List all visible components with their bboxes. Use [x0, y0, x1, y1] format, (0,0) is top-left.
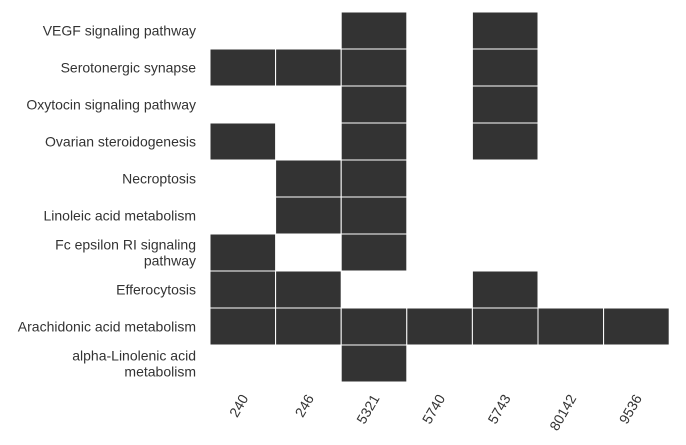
heatmap-cell-necroptosis-246 — [275, 159, 342, 198]
row-label-alpha-linolenic-acid-metabolism: alpha-Linolenic acid metabolism — [72, 348, 196, 380]
column-labels: 240 246 5321 5740 5743 80142 9536 — [226, 391, 645, 433]
heatmap-cell-arachidonic-acid-metabolism-5740 — [406, 307, 473, 346]
heatmap-cell-serotonergic-synapse-246 — [275, 48, 342, 87]
heatmap-cell-linoleic-acid-metabolism-246 — [275, 196, 342, 235]
heatmap-cell-efferocytosis-5743 — [471, 270, 539, 309]
heatmap-cell-fc-epsilon-ri-signaling-pathway-240 — [209, 233, 277, 272]
heatmap-cell-arachidonic-acid-metabolism-9536 — [603, 307, 670, 346]
heatmap-cell-ovarian-steroidogenesis-240 — [209, 122, 277, 161]
x-tick-label-240: 240 — [226, 391, 252, 419]
x-tick-label-9536: 9536 — [616, 391, 646, 426]
row-label-linoleic-acid-metabolism: Linoleic acid metabolism — [43, 208, 196, 224]
row-labels: VEGF signaling pathway Serotonergic synap… — [18, 23, 196, 380]
heatmap-cell-arachidonic-acid-metabolism-80142 — [537, 307, 605, 346]
heatmap-cell-efferocytosis-246 — [275, 270, 342, 309]
heatmap-cell-efferocytosis-240 — [209, 270, 277, 309]
row-label-fc-epsilon-ri-signaling-pathway: Fc epsilon RI signaling pathway — [55, 237, 196, 269]
heatmap-cell-fc-epsilon-ri-signaling-pathway-5321 — [340, 233, 408, 272]
heatmap-cell-serotonergic-synapse-240 — [209, 48, 277, 87]
heatmap-cell-arachidonic-acid-metabolism-5321 — [340, 307, 408, 346]
row-label-efferocytosis: Efferocytosis — [116, 282, 196, 298]
row-label-ovarian-steroidogenesis: Ovarian steroidogenesis — [45, 134, 196, 150]
heatmap-cell-ovarian-steroidogenesis-5321 — [340, 122, 408, 161]
heatmap-cell-necroptosis-5321 — [340, 159, 408, 198]
heatmap-cell-arachidonic-acid-metabolism-5743 — [471, 307, 539, 346]
heatmap-cell-vegf-signaling-pathway-5321 — [340, 11, 408, 50]
row-label-oxytocin-signaling-pathway: Oxytocin signaling pathway — [26, 97, 196, 113]
row-label-vegf-signaling-pathway: VEGF signaling pathway — [43, 23, 196, 39]
heatmap-cell-arachidonic-acid-metabolism-240 — [209, 307, 277, 346]
x-tick-label-5321: 5321 — [353, 391, 383, 426]
row-label-serotonergic-synapse: Serotonergic synapse — [61, 60, 197, 76]
heatmap-cells — [209, 11, 670, 383]
heatmap-cell-alpha-linolenic-acid-metabolism-5321 — [340, 344, 408, 383]
heatmap-cell-vegf-signaling-pathway-5743 — [471, 11, 539, 50]
row-label-arachidonic-acid-metabolism: Arachidonic acid metabolism — [18, 319, 196, 335]
heatmap-cell-serotonergic-synapse-5321 — [340, 48, 408, 87]
heatmap-cell-oxytocin-signaling-pathway-5321 — [340, 85, 408, 124]
heatmap-cell-serotonergic-synapse-5743 — [471, 48, 539, 87]
x-tick-label-5743: 5743 — [484, 391, 514, 426]
x-tick-label-246: 246 — [291, 391, 317, 419]
x-tick-label-80142: 80142 — [546, 391, 579, 433]
row-label-necroptosis: Necroptosis — [122, 171, 196, 187]
heatmap-cell-oxytocin-signaling-pathway-5743 — [471, 85, 539, 124]
heatmap-cell-linoleic-acid-metabolism-5321 — [340, 196, 408, 235]
x-tick-label-5740: 5740 — [419, 391, 449, 426]
heatmap-cell-ovarian-steroidogenesis-5743 — [471, 122, 539, 161]
heatmap-cell-arachidonic-acid-metabolism-246 — [275, 307, 342, 346]
